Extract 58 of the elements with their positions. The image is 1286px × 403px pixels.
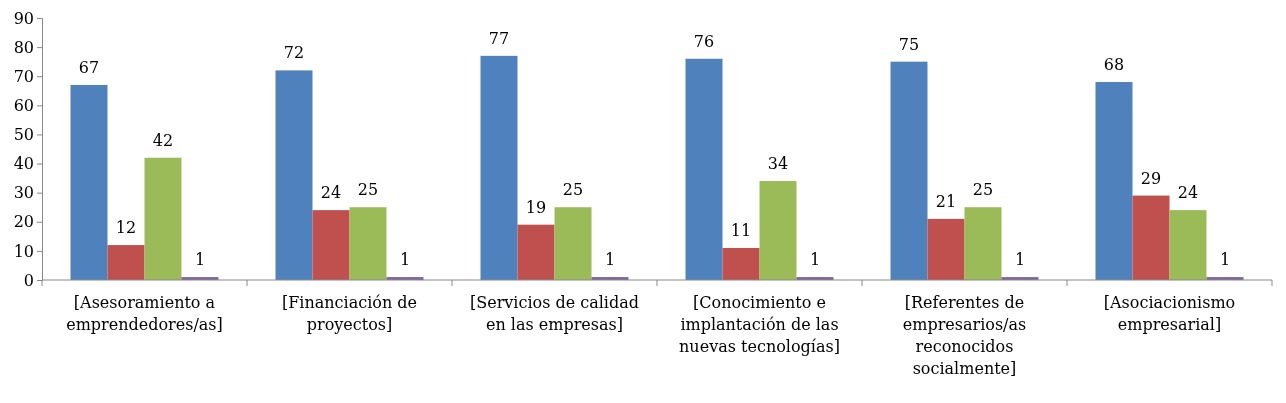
- data-label: 1: [604, 250, 616, 270]
- data-label: 75: [898, 34, 920, 54]
- data-label: 19: [525, 197, 547, 217]
- bar: [107, 245, 145, 280]
- x-tick-label: [Referentes de empresarios/as reconocidos socialmente]: [902, 293, 1027, 378]
- bar: [1132, 195, 1170, 280]
- y-tick-label: 70: [13, 66, 34, 86]
- data-label: 11: [730, 220, 752, 240]
- y-tick-label: 40: [13, 154, 34, 174]
- bar: [890, 61, 928, 280]
- data-label: 12: [115, 218, 137, 238]
- x-tick-label: [Conocimiento e implantación de las nuevas tecnologías]: [679, 293, 840, 356]
- data-label: 25: [562, 180, 584, 200]
- bar: [927, 218, 965, 280]
- bar: [1169, 210, 1207, 280]
- y-tick-label: 80: [13, 37, 34, 57]
- data-label: 1: [809, 250, 821, 270]
- data-label: 77: [488, 28, 510, 48]
- bar: [722, 247, 760, 280]
- data-label: 1: [1014, 250, 1026, 270]
- data-label: 76: [693, 31, 715, 51]
- data-label: 25: [357, 180, 379, 200]
- data-label: 29: [1140, 168, 1162, 188]
- bar: [1095, 82, 1133, 280]
- bar: [964, 207, 1002, 280]
- bar: [70, 84, 108, 280]
- bar: [349, 207, 387, 280]
- data-label: 1: [194, 250, 206, 270]
- data-label: 21: [935, 191, 957, 211]
- x-tick-label: [Asesoramiento a emprendedores/as]: [66, 293, 223, 334]
- data-label: 1: [1219, 250, 1231, 270]
- data-label: 67: [78, 57, 100, 77]
- y-tick-label: 60: [13, 95, 34, 115]
- x-tick-label: [Financiación de proyectos]: [281, 293, 418, 334]
- bar: [685, 58, 723, 280]
- bar: [144, 157, 182, 280]
- x-tick-label: [Servicios de calidad en las empresas]: [469, 293, 640, 334]
- bar: [275, 70, 313, 280]
- y-tick-label: 50: [13, 125, 34, 145]
- y-tick-label: 20: [13, 212, 34, 232]
- y-tick-label: 10: [13, 241, 34, 261]
- bar: [480, 55, 518, 280]
- bar: [312, 210, 350, 280]
- bar: [554, 207, 592, 280]
- data-label: 25: [972, 180, 994, 200]
- data-label: 1: [399, 250, 411, 270]
- bar: [517, 224, 555, 280]
- data-label: 24: [320, 183, 342, 203]
- data-label: 34: [767, 154, 789, 174]
- y-tick-label: 90: [13, 8, 34, 28]
- y-tick-label: 0: [23, 270, 34, 290]
- data-label: 24: [1177, 183, 1199, 203]
- x-tick-label: [Asociacionismo empresarial]: [1103, 293, 1236, 334]
- data-label: 68: [1103, 55, 1125, 75]
- bar: [759, 181, 797, 280]
- data-label: 42: [152, 130, 174, 150]
- data-label: 72: [283, 43, 305, 63]
- y-tick-label: 30: [13, 183, 34, 203]
